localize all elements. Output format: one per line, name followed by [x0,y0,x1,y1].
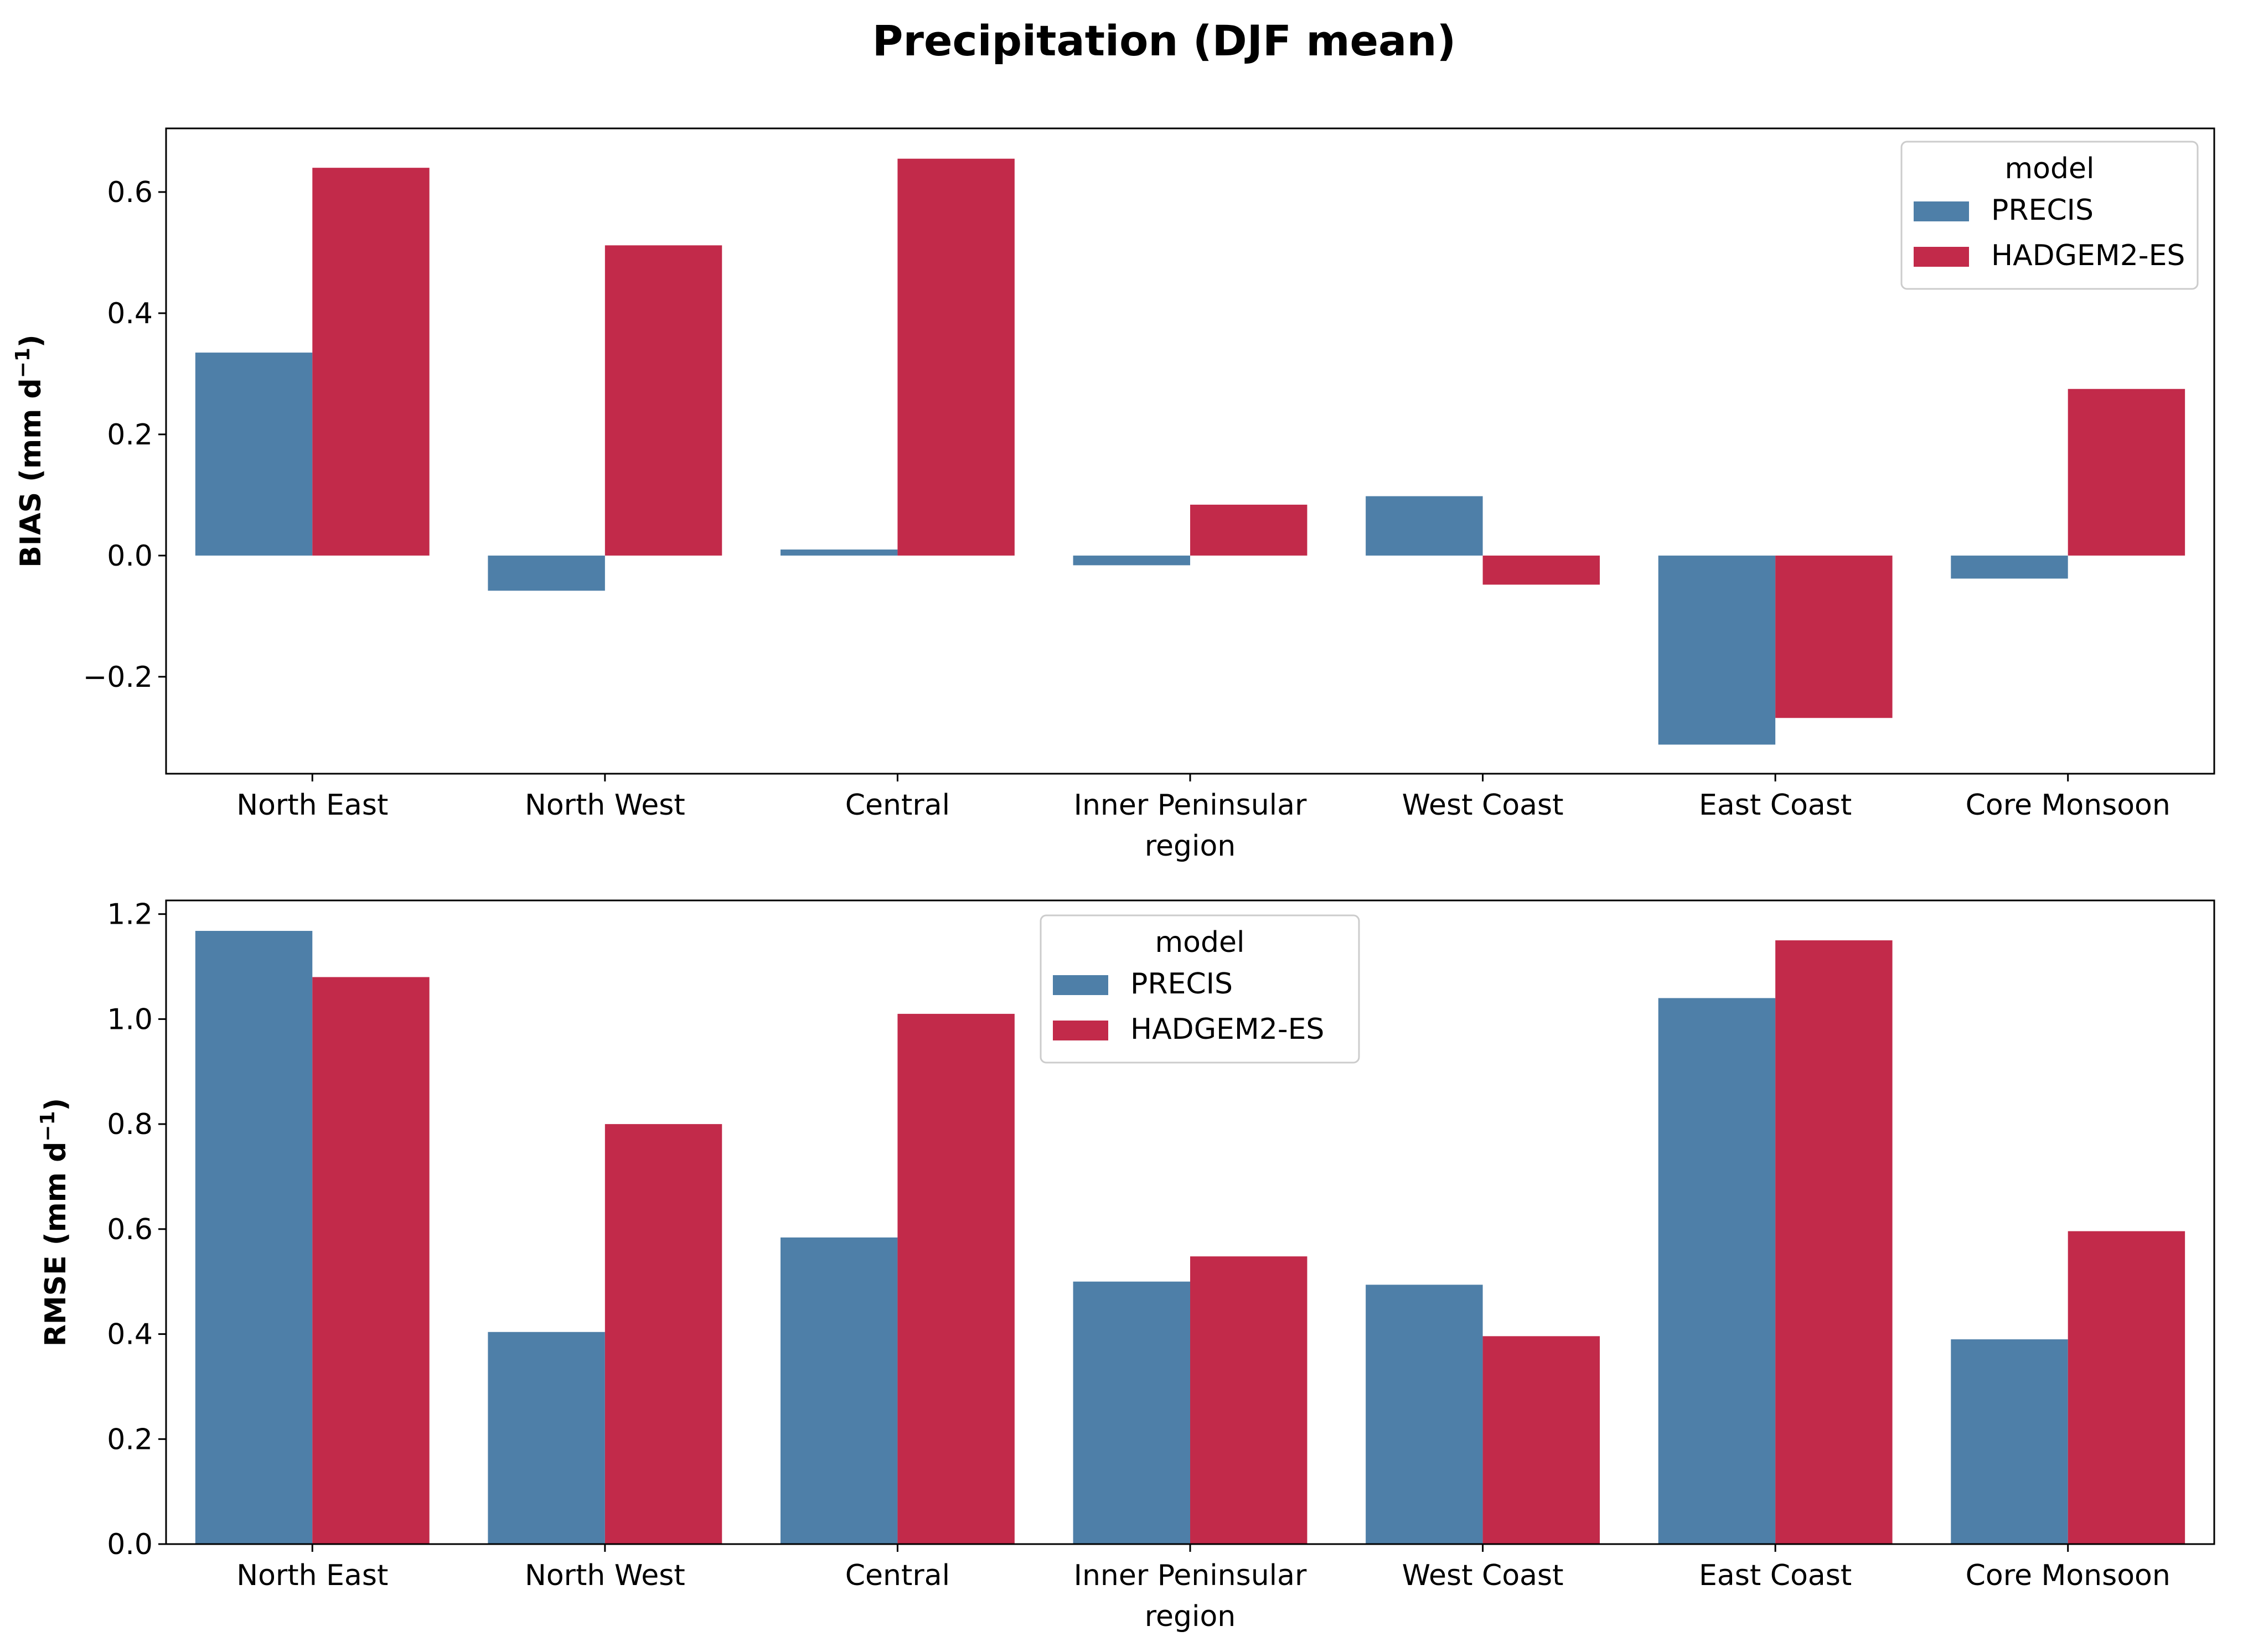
legend-box [1900,141,2199,290]
legend-title: model [1155,926,1245,959]
x-tick-label: Central [845,1559,950,1592]
bar-precis-0 [195,353,313,556]
bar-precis-2 [781,1237,898,1544]
legend-title: model [2005,152,2095,185]
x-tick-label: North West [525,789,685,822]
bar-hadgem2-es-5 [1775,555,1893,718]
bar-hadgem2-es-2 [897,1013,1015,1544]
bar-precis-4 [1366,496,1483,556]
y-axis-label: RMSE (mm d−1) [37,1098,73,1347]
x-tick-label: North East [236,1559,388,1592]
legend-label-1: HADGEM2-ES [1991,239,2185,272]
bias-panel: −0.2 0.0 0.2 0.4 0.6 North East North West Cent… [12,127,2215,863]
bar-precis-0 [195,931,313,1544]
x-tick-label: Inner Peninsular [1074,789,1307,822]
legend-box [1040,914,1360,1064]
y-tick-label: 0.2 [107,1423,153,1456]
legend-swatch-0 [1914,201,1969,221]
bar-hadgem2-es-4 [1482,555,1600,585]
y-tick-label: 1.2 [107,898,153,931]
bar-precis-4 [1366,1285,1483,1544]
y-tick-label: −0.2 [83,661,153,694]
y-axis-label-close: ) [39,1098,73,1111]
y-tick-label: 0.2 [107,418,153,452]
x-tick-label: East Coast [1699,789,1852,822]
y-tick-label: 0.6 [107,176,153,209]
x-tick-label: Core Monsoon [1966,789,2171,822]
bar-hadgem2-es-0 [312,168,430,556]
x-tick-label: Inner Peninsular [1074,1559,1307,1592]
y-axis-label-exponent: −1 [12,348,34,378]
y-tick-label: 0.6 [107,1213,153,1246]
y-axis-label-close: ) [14,334,48,348]
bar-precis-6 [1951,1339,2068,1544]
y-tick-label: 0.4 [107,297,153,330]
legend-label-1: HADGEM2-ES [1130,1013,1324,1046]
legend-swatch-0 [1053,975,1108,995]
bar-precis-5 [1658,555,1776,745]
rmse-panel: 0.0 0.2 0.4 0.6 0.8 1.0 1.2 North East North Wes… [37,898,2215,1633]
bar-precis-1 [488,555,605,591]
x-axis-label: region [1145,830,1236,863]
y-tick-label: 1.0 [107,1003,153,1036]
bar-hadgem2-es-6 [2068,389,2185,556]
legend-swatch-1 [1914,247,1969,267]
y-axis-label-main: BIAS (mm d [14,378,48,567]
x-tick-label: North East [236,789,388,822]
bar-precis-1 [488,1332,605,1544]
x-tick-label: North West [525,1559,685,1592]
bar-hadgem2-es-3 [1190,1256,1308,1544]
bar-hadgem2-es-5 [1775,940,1893,1544]
legend-label-0: PRECIS [1130,967,1233,1001]
x-tick-label: Central [845,789,950,822]
bar-hadgem2-es-0 [312,977,430,1544]
x-tick-label: East Coast [1699,1559,1852,1592]
y-axis-label: BIAS (mm d−1) [12,334,48,567]
y-axis-label-exponent: −1 [37,1111,59,1142]
x-axis-label: region [1145,1600,1236,1633]
x-tick-label: West Coast [1402,789,1564,822]
y-tick-label: 0.8 [107,1108,153,1141]
legend-label-0: PRECIS [1991,194,2094,227]
legend-swatch-1 [1053,1021,1108,1040]
bar-precis-3 [1073,1281,1190,1544]
bar-hadgem2-es-6 [2068,1231,2185,1544]
bar-hadgem2-es-4 [1482,1336,1600,1544]
y-tick-label: 0.0 [107,1528,153,1561]
bar-precis-5 [1658,998,1776,1544]
bar-hadgem2-es-2 [897,158,1015,556]
x-tick-label: Core Monsoon [1966,1559,2171,1592]
bar-hadgem2-es-1 [604,245,722,556]
bar-precis-6 [1951,555,2068,579]
y-tick-label: 0.4 [107,1318,153,1351]
bar-hadgem2-es-1 [604,1124,722,1544]
bar-precis-2 [781,549,898,556]
y-axis-label-main: RMSE (mm d [39,1142,73,1347]
figure-title: Precipitation (DJF mean) [872,16,1456,65]
y-tick-label: 0.0 [107,540,153,573]
x-tick-label: West Coast [1402,1559,1564,1592]
bar-precis-3 [1073,555,1190,566]
bar-hadgem2-es-3 [1190,504,1308,556]
